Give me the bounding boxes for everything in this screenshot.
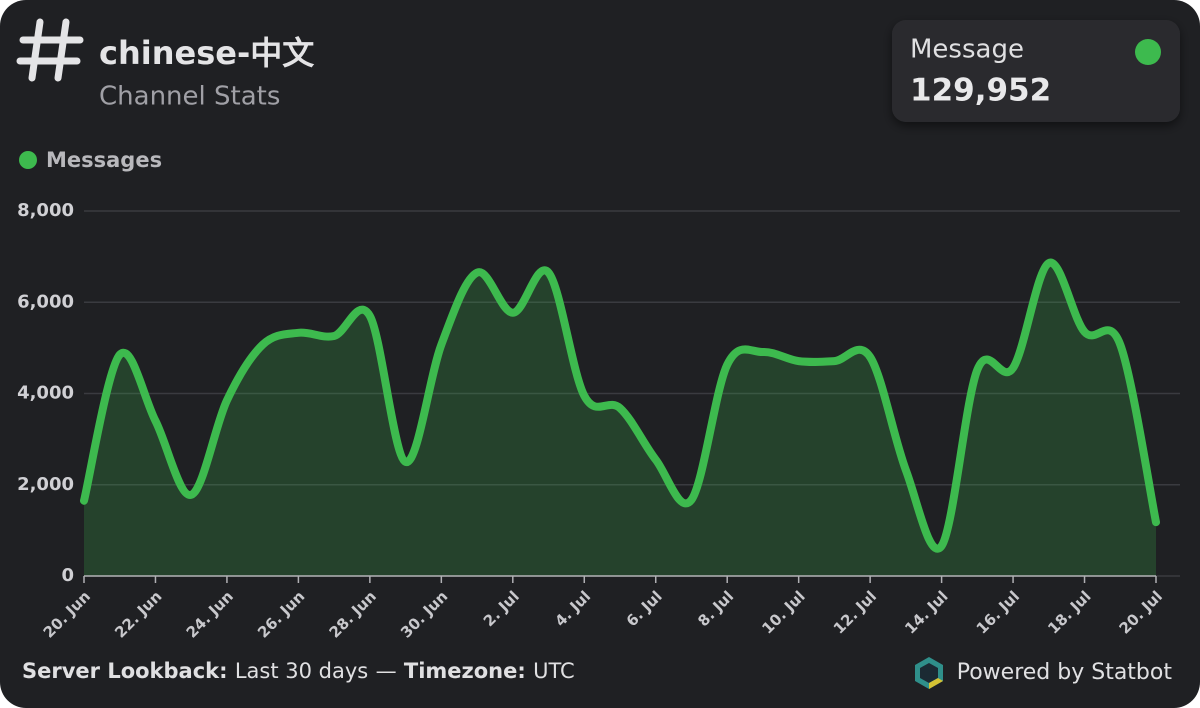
- hash-icon: [16, 18, 84, 82]
- y-tick-label: 2,000: [17, 474, 74, 495]
- footer-text: Server Lookback: Last 30 days — Timezone…: [22, 659, 575, 683]
- y-tick-label: 0: [61, 565, 74, 586]
- statbot-logo: [915, 657, 943, 689]
- stat-card: [892, 20, 1180, 122]
- lookback-label: Server Lookback:: [22, 659, 228, 683]
- lookback-value: Last 30 days: [235, 659, 368, 683]
- legend-dot: [19, 151, 37, 169]
- y-tick-label: 8,000: [17, 200, 74, 221]
- y-tick-label: 4,000: [17, 383, 74, 404]
- card-value: 129,952: [910, 73, 1051, 109]
- card-label: Message: [910, 35, 1024, 65]
- card-dot: [1135, 39, 1161, 65]
- title: chinese-中文: [99, 34, 314, 72]
- timezone-label: Timezone:: [404, 659, 526, 683]
- subtitle: Channel Stats: [99, 82, 280, 112]
- legend-label: Messages: [46, 148, 162, 172]
- y-tick-label: 6,000: [17, 291, 74, 312]
- separator: —: [376, 659, 397, 683]
- timezone-value: UTC: [533, 659, 575, 683]
- credit: Powered by Statbot: [957, 660, 1173, 685]
- line: [80, 258, 1160, 553]
- area: [84, 262, 1156, 576]
